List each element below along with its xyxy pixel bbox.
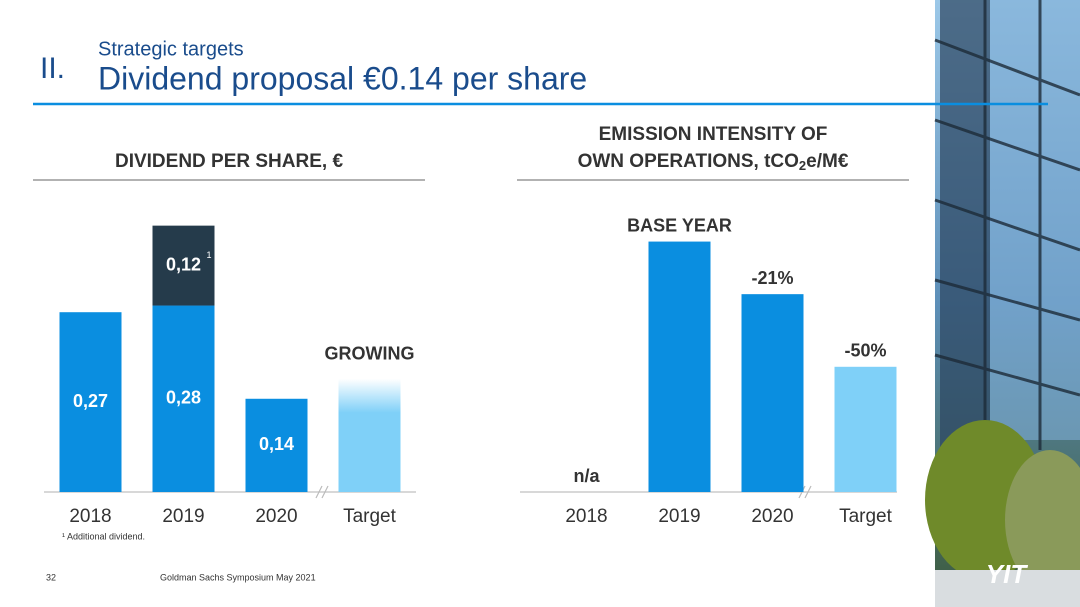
- bar-segment: [245, 398, 308, 492]
- slide-title: Dividend proposal €0.14 per share: [98, 60, 587, 96]
- target-bar: [338, 378, 401, 492]
- photo: [925, 0, 1080, 607]
- title-subscript: 2: [799, 158, 806, 173]
- annotation: GROWING: [325, 344, 415, 364]
- x-tick-label: Target: [839, 506, 893, 527]
- page-number: 32: [46, 572, 56, 582]
- x-tick-label: 2019: [658, 506, 700, 527]
- value-label: 0,12: [166, 254, 201, 274]
- x-tick-label: Target: [343, 506, 397, 527]
- value-label: 0,28: [166, 388, 201, 408]
- x-tick-label: 2018: [565, 506, 607, 527]
- footnote: ¹ Additional dividend.: [62, 531, 145, 541]
- x-tick-label: 2018: [69, 506, 111, 527]
- x-tick-label: 2019: [162, 506, 204, 527]
- x-tick-label: 2020: [751, 506, 793, 527]
- value-label: n/a: [573, 466, 600, 486]
- bar: [834, 366, 897, 492]
- x-tick-label: 2020: [255, 506, 297, 527]
- section-number: II.: [40, 52, 65, 85]
- kicker: Strategic targets: [98, 38, 244, 60]
- chart-title: EMISSION INTENSITY OF: [599, 124, 828, 145]
- bar: [741, 294, 804, 492]
- value-label: -21%: [751, 268, 793, 288]
- logo: YIT: [986, 559, 1029, 589]
- value-label: 0,14: [259, 434, 294, 454]
- value-label: BASE YEAR: [627, 215, 732, 235]
- axis-break: [315, 485, 812, 499]
- chart-title: OWN OPERATIONS, tCO2e/M€: [578, 151, 849, 173]
- bar: [648, 241, 711, 492]
- value-label: -50%: [844, 341, 886, 361]
- title-part: OWN OPERATIONS, tCO: [578, 151, 799, 172]
- chart-title: DIVIDEND PER SHARE, €: [115, 151, 343, 172]
- title-part: e/M€: [806, 151, 849, 172]
- bar-segment: [152, 225, 215, 306]
- footnote-marker: 1: [207, 250, 212, 260]
- bar-segment: [152, 305, 215, 492]
- footer-text: Goldman Sachs Symposium May 2021: [160, 572, 316, 582]
- value-label: 0,27: [73, 391, 108, 411]
- bar-segment: [59, 312, 122, 492]
